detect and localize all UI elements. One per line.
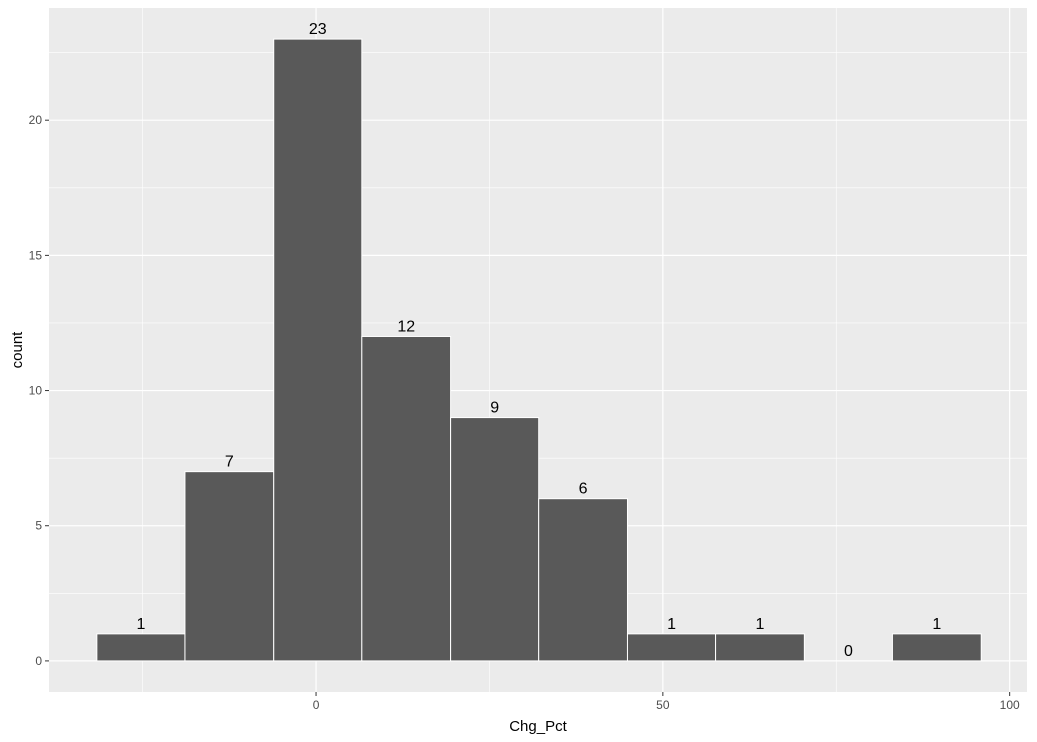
- bar-count-label: 1: [932, 616, 941, 633]
- histogram-bars: [96, 38, 982, 662]
- bar-count-label: 9: [490, 400, 499, 417]
- y-tick-label: 0: [35, 654, 42, 668]
- y-axis-ticks: 0 5 10 15 20: [29, 113, 49, 668]
- histogram-bar: [96, 633, 186, 662]
- bar-count-label: 1: [136, 616, 145, 633]
- y-tick-label: 5: [35, 519, 42, 533]
- x-axis-ticks: 0 50 100: [313, 692, 1020, 712]
- histogram-bar: [450, 417, 540, 662]
- histogram-bar: [184, 471, 275, 662]
- x-tick-label: 0: [313, 698, 320, 712]
- y-tick-label: 20: [29, 113, 43, 127]
- y-tick-label: 15: [29, 248, 43, 262]
- histogram-bar: [538, 498, 628, 662]
- bar-count-label: 12: [397, 318, 415, 335]
- bar-count-labels: 1 7 23 12 9 6 1 1 0 1: [136, 21, 941, 660]
- bar-count-label: 7: [225, 454, 234, 471]
- y-tick-label: 10: [29, 384, 43, 398]
- bar-count-label: 0: [844, 643, 853, 660]
- bar-count-label: 23: [309, 21, 327, 38]
- y-axis-title: count: [9, 331, 26, 369]
- histogram-bar: [715, 633, 805, 662]
- histogram-bar: [626, 633, 717, 662]
- bar-count-label: 1: [756, 616, 765, 633]
- bar-count-label: 1: [667, 616, 676, 633]
- x-tick-label: 50: [656, 698, 670, 712]
- histogram-bar: [891, 633, 982, 662]
- x-axis-title: Chg_Pct: [509, 718, 567, 735]
- x-tick-label: 100: [1000, 698, 1020, 712]
- bar-count-label: 6: [579, 481, 588, 498]
- histogram-bar: [361, 335, 452, 662]
- histogram-bar: [273, 38, 363, 662]
